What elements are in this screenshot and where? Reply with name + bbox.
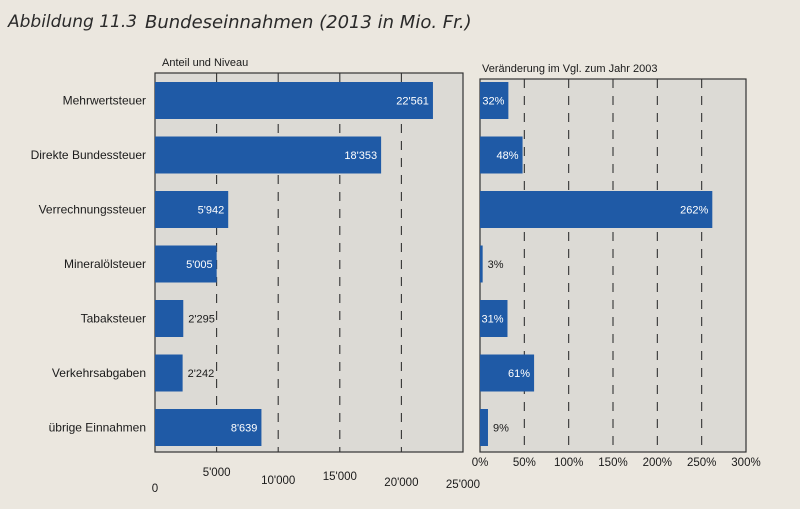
left-bar: [155, 82, 433, 119]
left-tick-label: 25'000: [446, 479, 480, 491]
left-value-label: 18'353: [344, 150, 377, 162]
left-bar: [155, 300, 184, 337]
category-label: Mineralölsteuer: [64, 257, 146, 271]
category-label: Mehrwertsteuer: [63, 94, 146, 108]
left-bar: [155, 354, 183, 392]
left-tick-label: 0: [152, 483, 158, 495]
category-label: Verrechnungssteuer: [39, 203, 146, 217]
right-tick-label: 150%: [598, 457, 627, 469]
right-value-label: 32%: [482, 96, 504, 108]
right-bar: [480, 136, 523, 174]
left-bar: [155, 245, 217, 283]
left-value-label: 2'295: [188, 314, 215, 326]
left-value-label: 5'005: [186, 259, 213, 271]
right-tick-label: 200%: [643, 457, 672, 469]
figure-label: Abbildung 11.3: [8, 12, 138, 32]
right-value-label: 48%: [497, 150, 519, 162]
left-bar: [155, 409, 262, 446]
right-bar: [480, 300, 508, 337]
left-tick-label: 20'000: [384, 477, 418, 489]
right-bar: [480, 191, 713, 228]
right-bar: [480, 409, 488, 446]
right-value-label: 262%: [680, 205, 708, 217]
left-value-label: 8'639: [231, 423, 258, 435]
right-tick-label: 50%: [513, 457, 536, 469]
figure-title: Bundeseinnahmen (2013 in Mio. Fr.): [145, 12, 472, 33]
right-value-label: 9%: [493, 423, 509, 435]
category-label: übrige Einnahmen: [49, 421, 146, 435]
left-tick-label: 10'000: [261, 475, 295, 487]
right-tick-label: 250%: [687, 457, 716, 469]
left-tick-label: 5'000: [203, 467, 231, 479]
category-label: Tabaksteuer: [81, 312, 146, 326]
left-bar: [155, 136, 382, 174]
right-bar: [480, 82, 509, 119]
right-value-label: 3%: [488, 259, 504, 271]
left-panel-subtitle: Anteil und Niveau: [162, 57, 248, 69]
left-tick-label: 15'000: [323, 471, 357, 483]
right-tick-label: 300%: [731, 457, 760, 469]
left-bar: [155, 191, 229, 228]
right-bar: [480, 245, 483, 283]
category-label: Direkte Bundessteuer: [31, 148, 146, 162]
right-value-label: 31%: [481, 314, 503, 326]
right-value-label: 61%: [508, 368, 530, 380]
right-tick-label: 0%: [472, 457, 489, 469]
left-value-label: 2'242: [188, 368, 215, 380]
right-tick-label: 100%: [554, 457, 583, 469]
right-panel-subtitle: Veränderung im Vgl. zum Jahr 2003: [482, 63, 658, 75]
left-value-label: 5'942: [198, 205, 225, 217]
left-value-label: 22'561: [396, 96, 429, 108]
category-label: Verkehrsabgaben: [52, 366, 146, 380]
right-bar: [480, 354, 535, 392]
